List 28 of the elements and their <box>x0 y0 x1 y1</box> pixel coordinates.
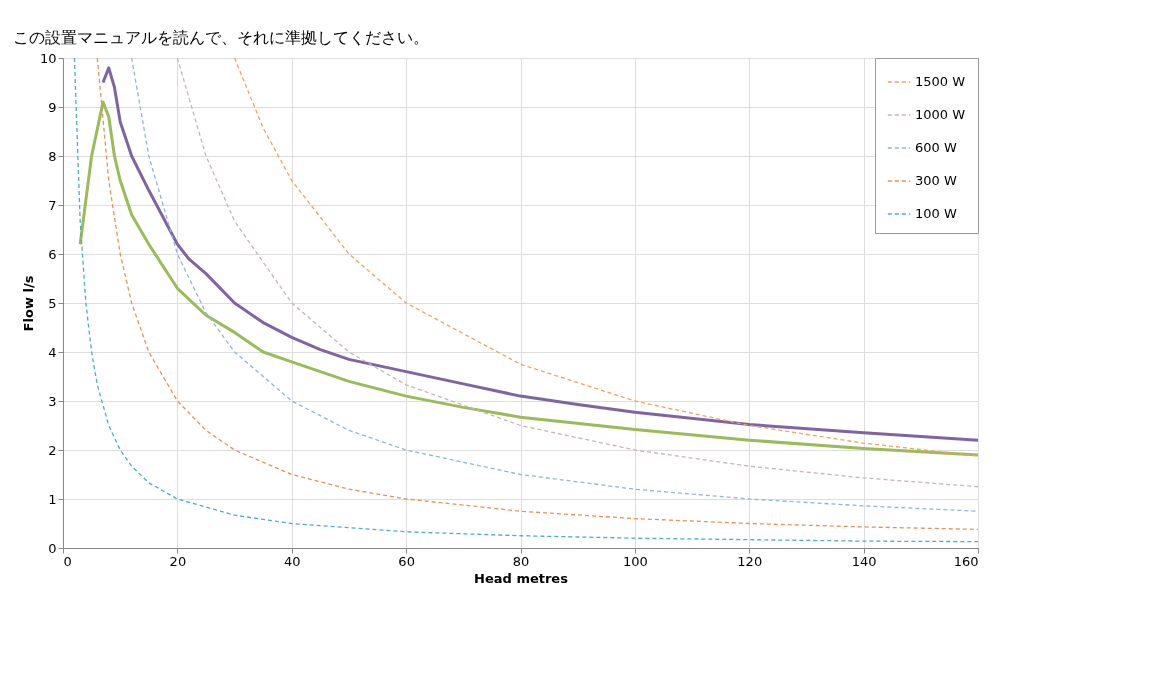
legend-label: 1500 W <box>915 74 966 89</box>
y-tick-label: 7 <box>48 197 57 213</box>
x-tick-label: 0 <box>63 553 72 569</box>
x-tick-label: 80 <box>512 553 530 569</box>
legend-label: 600 W <box>915 140 957 155</box>
y-tick-label: 2 <box>48 442 57 458</box>
y-tick-label: 9 <box>48 99 57 115</box>
y-axis-title: Flow l/s <box>20 275 36 332</box>
legend-label: 1000 W <box>915 107 966 122</box>
legend-label: 300 W <box>915 173 957 188</box>
legend-label: 100 W <box>915 206 957 221</box>
x-tick-label: 160 <box>953 553 979 569</box>
x-tick-label: 120 <box>737 553 763 569</box>
y-tick-label: 3 <box>48 393 57 409</box>
x-tick-label: 20 <box>169 553 187 569</box>
y-tick-label: 4 <box>48 344 57 360</box>
y-tick-label: 0 <box>48 540 57 556</box>
y-tick-label: 8 <box>48 148 57 164</box>
x-tick-label: 100 <box>622 553 648 569</box>
y-tick-label: 1 <box>48 491 57 507</box>
y-tick-label: 5 <box>48 295 57 311</box>
text: この設置マニュアルを読んで、それに準拠してください。 <box>13 28 429 47</box>
x-tick-label: 60 <box>398 553 415 569</box>
y-tick-label: 6 <box>48 246 57 262</box>
x-tick-label: 140 <box>851 553 877 569</box>
x-tick-label: 40 <box>283 553 301 569</box>
y-tick-label: 10 <box>39 50 57 66</box>
x-axis-title: Head metres <box>474 570 569 586</box>
